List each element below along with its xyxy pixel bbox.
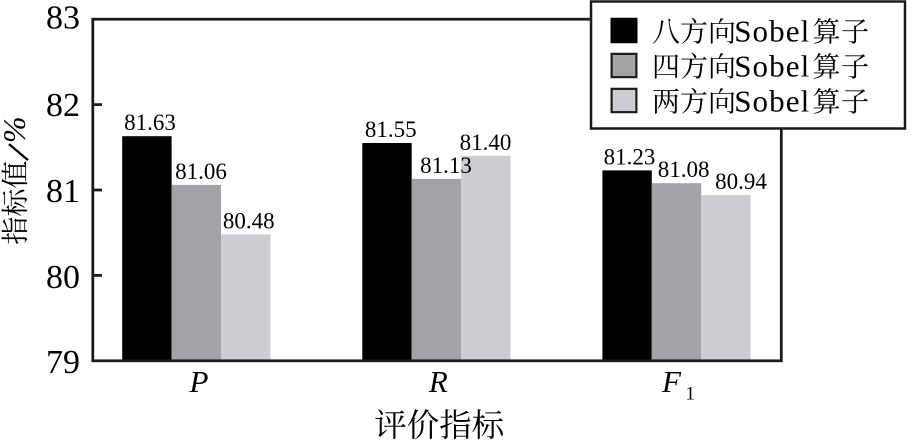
svg-text:80.94: 80.94 — [715, 169, 767, 194]
svg-text:Sobel: Sobel — [734, 84, 810, 119]
svg-text:F: F — [661, 364, 682, 399]
svg-text:81: 81 — [46, 173, 80, 210]
svg-text:81.06: 81.06 — [175, 159, 227, 184]
svg-text:%: % — [0, 116, 32, 143]
svg-text:81.08: 81.08 — [658, 157, 710, 182]
svg-text:81.63: 81.63 — [124, 110, 176, 135]
svg-text:Sobel: Sobel — [734, 14, 810, 49]
svg-text:82: 82 — [46, 87, 80, 124]
svg-text:81.40: 81.40 — [460, 130, 512, 155]
svg-text:79: 79 — [46, 344, 80, 381]
svg-text:80.48: 80.48 — [223, 208, 275, 233]
svg-text:1: 1 — [686, 384, 696, 405]
svg-text:80: 80 — [46, 259, 80, 296]
svg-text:R: R — [428, 364, 448, 399]
svg-text:P: P — [189, 364, 209, 399]
svg-text:83: 83 — [46, 0, 80, 37]
svg-text:81.13: 81.13 — [420, 153, 472, 178]
svg-text:Sobel: Sobel — [734, 49, 810, 84]
svg-text:81.23: 81.23 — [604, 144, 656, 169]
svg-text:81.55: 81.55 — [365, 117, 417, 142]
